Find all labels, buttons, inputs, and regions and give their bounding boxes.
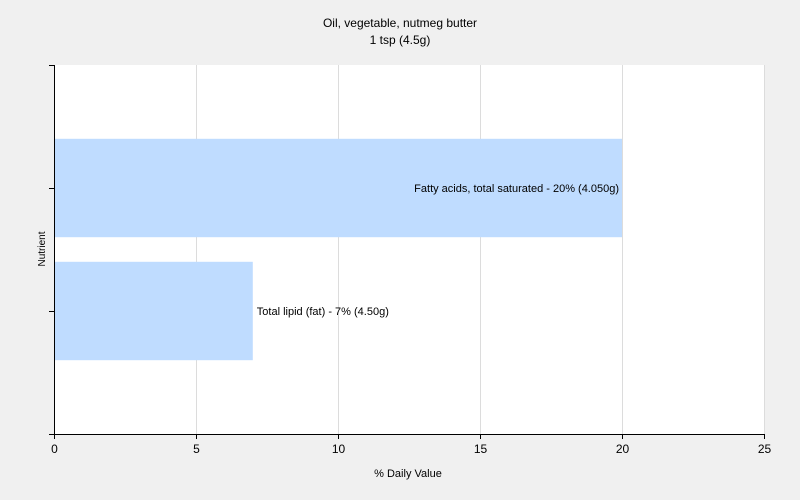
x-tick-label: 10 [332, 442, 346, 456]
grid-lines [196, 65, 765, 434]
plot-area [54, 65, 764, 434]
y-axis-label: Nutrient [37, 231, 48, 266]
chart-subtitle: 1 tsp (4.5g) [370, 33, 431, 47]
chart-title: Oil, vegetable, nutmeg butter [323, 16, 477, 30]
x-axis-label: % Daily Value [374, 468, 442, 480]
x-tick-label: 20 [616, 442, 630, 456]
x-tick-label: 15 [474, 442, 488, 456]
bar-label: Fatty acids, total saturated - 20% (4.05… [414, 183, 619, 195]
bars: Fatty acids, total saturated - 20% (4.05… [54, 138, 622, 361]
bar [54, 138, 622, 238]
x-tick-label: 5 [193, 442, 200, 456]
axes [49, 65, 764, 435]
bar-label: Total lipid (fat) - 7% (4.50g) [257, 306, 389, 318]
x-tick-label: 25 [758, 442, 772, 456]
bar [54, 261, 253, 361]
x-tick-label: 0 [51, 442, 58, 456]
x-ticks: 0 5 10 15 20 25 [51, 434, 771, 456]
